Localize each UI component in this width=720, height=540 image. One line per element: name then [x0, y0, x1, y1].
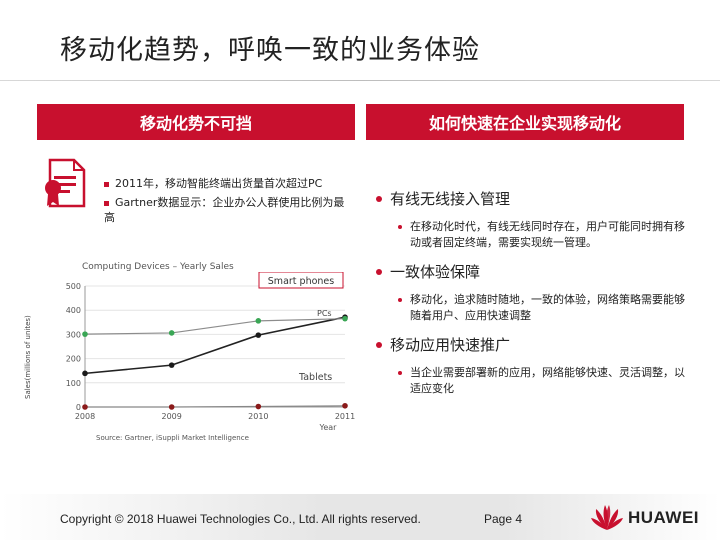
- y-tick-label: 100: [66, 379, 81, 388]
- y-tick-label: 0: [76, 403, 81, 412]
- bullet-dot-icon: [376, 195, 382, 202]
- right-section-detail: 移动化，追求随时随地，一致的体验，网络策略需要能够随着用户、应用快速调整: [376, 292, 686, 324]
- data-point: [168, 330, 175, 336]
- y-tick-label: 200: [66, 355, 81, 364]
- right-heading-text: 一致体验保障: [390, 263, 481, 281]
- series-label-box: [258, 272, 344, 289]
- right-detail-text: 移动化，追求随时随地，一致的体验，网络策略需要能够随着用户、应用快速调整: [410, 293, 685, 322]
- huawei-flower-logo-icon: [591, 505, 623, 530]
- chart-source: Source: Gartner, iSuppli Market Intellig…: [96, 434, 249, 442]
- right-section-detail: 在移动化时代，有线无线同时存在，用户可能同时拥有移动或者固定终端，需要实现统一管…: [376, 219, 686, 251]
- right-section-heading: 移动应用快速推广: [376, 334, 686, 355]
- bullet-dot-icon: [376, 341, 382, 348]
- left-bullet-text: Gartner数据显示：企业办公人群使用比例为最高: [104, 196, 345, 224]
- right-section-list: 有线无线接入管理 在移动化时代，有线无线同时存在，用户可能同时拥有移动或者固定终…: [376, 188, 686, 407]
- right-detail-text: 当企业需要部署新的应用，网络能够快速、灵活调整，以适应变化: [410, 366, 685, 395]
- footer-copyright: Copyright © 2018 Huawei Technologies Co.…: [60, 512, 421, 526]
- data-point: [168, 404, 175, 410]
- series-label-smart-phones: Smart phones: [268, 276, 334, 287]
- data-point: [82, 331, 88, 337]
- right-section: 一致体验保障 移动化，追求随时随地，一致的体验，网络策略需要能够随着用户、应用快…: [376, 261, 686, 324]
- series-line: [84, 316, 346, 375]
- data-point: [255, 403, 262, 410]
- right-section-detail: 当企业需要部署新的应用，网络能够快速、灵活调整，以适应变化: [376, 365, 686, 397]
- bullet-dot-icon: [376, 268, 382, 275]
- x-tick-label: 2009: [161, 412, 181, 421]
- data-point: [168, 362, 175, 368]
- right-section: 有线无线接入管理 在移动化时代，有线无线同时存在，用户可能同时拥有移动或者固定终…: [376, 188, 686, 251]
- left-bullet-list: 2011年，移动智能终端出货量首次超过PC Gartner数据显示：企业办公人群…: [104, 176, 354, 229]
- data-point: [82, 404, 88, 410]
- left-banner: 移动化势不可挡: [37, 104, 355, 140]
- data-point: [82, 370, 88, 377]
- bullet-square-icon: [104, 200, 109, 206]
- left-bullet-text: 2011年，移动智能终端出货量首次超过PC: [115, 177, 323, 190]
- huawei-logo-text: HUAWEI: [628, 508, 699, 527]
- x-tick-label: 2011: [335, 412, 355, 421]
- y-tick-label: 300: [66, 330, 81, 339]
- chart-title: Computing Devices – Yearly Sales: [82, 262, 234, 272]
- left-bullet-item: Gartner数据显示：企业办公人群使用比例为最高: [104, 195, 354, 225]
- right-banner: 如何快速在企业实现移动化: [366, 104, 684, 140]
- x-tick-label: 2010: [248, 412, 268, 421]
- bullet-square-icon: [104, 181, 109, 187]
- data-point: [255, 318, 262, 324]
- y-tick-label: 400: [66, 306, 81, 315]
- sub-bullet-dot-icon: [398, 225, 402, 229]
- sub-bullet-dot-icon: [398, 298, 402, 302]
- series-line: [84, 318, 346, 335]
- page-title: 移动化趋势，呼唤一致的业务体验: [60, 35, 480, 66]
- right-heading-text: 移动应用快速推广: [390, 336, 511, 354]
- right-heading-text: 有线无线接入管理: [390, 190, 511, 208]
- data-point: [255, 332, 262, 338]
- series-label-pcs: PCs: [317, 309, 332, 318]
- right-section-heading: 有线无线接入管理: [376, 188, 686, 209]
- data-point: [342, 402, 348, 409]
- right-section-heading: 一致体验保障: [376, 261, 686, 282]
- chart-y-axis-label: Sales(millions of unites): [24, 315, 32, 399]
- y-tick-label: 500: [66, 282, 81, 291]
- document-ribbon-icon: [45, 158, 86, 208]
- device-sales-chart: 0 100 200 300 400 500 2008 2009 2010 2011 Year Smar…: [66, 272, 355, 432]
- series-label-tablets: Tablets: [298, 372, 332, 383]
- x-tick-label: 2008: [75, 412, 95, 421]
- right-detail-text: 在移动化时代，有线无线同时存在，用户可能同时拥有移动或者固定终端，需要实现统一管…: [410, 220, 685, 249]
- left-bullet-item: 2011年，移动智能终端出货量首次超过PC: [104, 176, 354, 191]
- title-divider: [0, 80, 720, 81]
- x-axis-label: Year: [319, 423, 338, 432]
- page-number: Page 4: [484, 512, 523, 526]
- right-section: 移动应用快速推广 当企业需要部署新的应用，网络能够快速、灵活调整，以适应变化: [376, 334, 686, 397]
- series-line: [85, 405, 346, 408]
- sub-bullet-dot-icon: [398, 371, 402, 375]
- data-point: [342, 315, 348, 322]
